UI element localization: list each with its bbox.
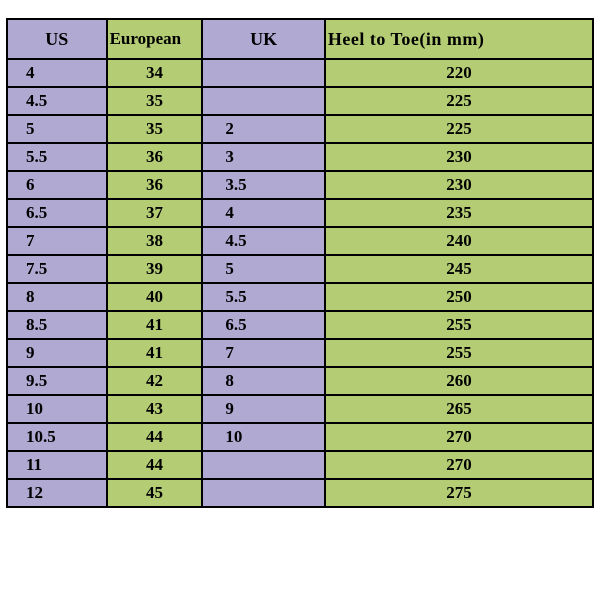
- cell-eu: 41: [107, 339, 203, 367]
- cell-uk: [202, 87, 325, 115]
- cell-uk: 5.5: [202, 283, 325, 311]
- table-row: 5.5363230: [7, 143, 593, 171]
- cell-uk: 8: [202, 367, 325, 395]
- cell-heel: 265: [325, 395, 593, 423]
- cell-uk: 4.5: [202, 227, 325, 255]
- table-row: 9.5428260: [7, 367, 593, 395]
- table-row: 8405.5250: [7, 283, 593, 311]
- cell-eu: 36: [107, 171, 203, 199]
- cell-uk: 9: [202, 395, 325, 423]
- table-body: 4342204.53522553522255.53632306363.52306…: [7, 59, 593, 507]
- table-row: 1144 270: [7, 451, 593, 479]
- cell-heel: 225: [325, 115, 593, 143]
- header-heel: Heel to Toe(in mm): [325, 19, 593, 59]
- cell-us: 7: [7, 227, 107, 255]
- cell-uk: 3.5: [202, 171, 325, 199]
- cell-eu: 35: [107, 115, 203, 143]
- cell-heel: 245: [325, 255, 593, 283]
- header-uk: UK: [202, 19, 325, 59]
- table-row: 7.5395245: [7, 255, 593, 283]
- cell-heel: 235: [325, 199, 593, 227]
- cell-uk: 5: [202, 255, 325, 283]
- cell-uk: [202, 451, 325, 479]
- header-row: US European UK Heel to Toe(in mm): [7, 19, 593, 59]
- cell-heel: 230: [325, 171, 593, 199]
- cell-us: 4: [7, 59, 107, 87]
- cell-uk: 7: [202, 339, 325, 367]
- table-row: 5352225: [7, 115, 593, 143]
- cell-heel: 270: [325, 423, 593, 451]
- table-row: 10439265: [7, 395, 593, 423]
- cell-eu: 38: [107, 227, 203, 255]
- table-row: 4.535 225: [7, 87, 593, 115]
- cell-heel: 255: [325, 339, 593, 367]
- table-row: 10.54410270: [7, 423, 593, 451]
- header-us: US: [7, 19, 107, 59]
- cell-eu: 44: [107, 423, 203, 451]
- cell-eu: 40: [107, 283, 203, 311]
- cell-uk: 10: [202, 423, 325, 451]
- cell-us: 5: [7, 115, 107, 143]
- size-chart-table: US European UK Heel to Toe(in mm) 434220…: [6, 18, 594, 508]
- cell-us: 12: [7, 479, 107, 507]
- cell-eu: 35: [107, 87, 203, 115]
- size-chart-container: US European UK Heel to Toe(in mm) 434220…: [0, 0, 600, 508]
- cell-uk: 6.5: [202, 311, 325, 339]
- table-row: 8.5416.5255: [7, 311, 593, 339]
- cell-us: 4.5: [7, 87, 107, 115]
- cell-heel: 260: [325, 367, 593, 395]
- cell-uk: 4: [202, 199, 325, 227]
- cell-eu: 39: [107, 255, 203, 283]
- cell-heel: 240: [325, 227, 593, 255]
- cell-eu: 36: [107, 143, 203, 171]
- cell-eu: 45: [107, 479, 203, 507]
- cell-uk: [202, 59, 325, 87]
- table-row: 9417255: [7, 339, 593, 367]
- table-row: 1245 275: [7, 479, 593, 507]
- cell-us: 6: [7, 171, 107, 199]
- cell-heel: 255: [325, 311, 593, 339]
- cell-heel: 250: [325, 283, 593, 311]
- table-row: 434 220: [7, 59, 593, 87]
- cell-heel: 275: [325, 479, 593, 507]
- cell-heel: 225: [325, 87, 593, 115]
- cell-us: 8: [7, 283, 107, 311]
- cell-us: 7.5: [7, 255, 107, 283]
- cell-us: 9.5: [7, 367, 107, 395]
- cell-eu: 44: [107, 451, 203, 479]
- header-eu: European: [107, 19, 203, 59]
- cell-eu: 43: [107, 395, 203, 423]
- cell-us: 10.5: [7, 423, 107, 451]
- cell-us: 8.5: [7, 311, 107, 339]
- cell-eu: 41: [107, 311, 203, 339]
- cell-us: 11: [7, 451, 107, 479]
- cell-us: 5.5: [7, 143, 107, 171]
- cell-heel: 220: [325, 59, 593, 87]
- cell-us: 10: [7, 395, 107, 423]
- cell-heel: 230: [325, 143, 593, 171]
- cell-us: 9: [7, 339, 107, 367]
- cell-uk: 2: [202, 115, 325, 143]
- cell-eu: 42: [107, 367, 203, 395]
- table-row: 6363.5230: [7, 171, 593, 199]
- cell-uk: 3: [202, 143, 325, 171]
- cell-eu: 34: [107, 59, 203, 87]
- cell-uk: [202, 479, 325, 507]
- table-row: 7384.5240: [7, 227, 593, 255]
- cell-eu: 37: [107, 199, 203, 227]
- cell-us: 6.5: [7, 199, 107, 227]
- cell-heel: 270: [325, 451, 593, 479]
- table-row: 6.5374235: [7, 199, 593, 227]
